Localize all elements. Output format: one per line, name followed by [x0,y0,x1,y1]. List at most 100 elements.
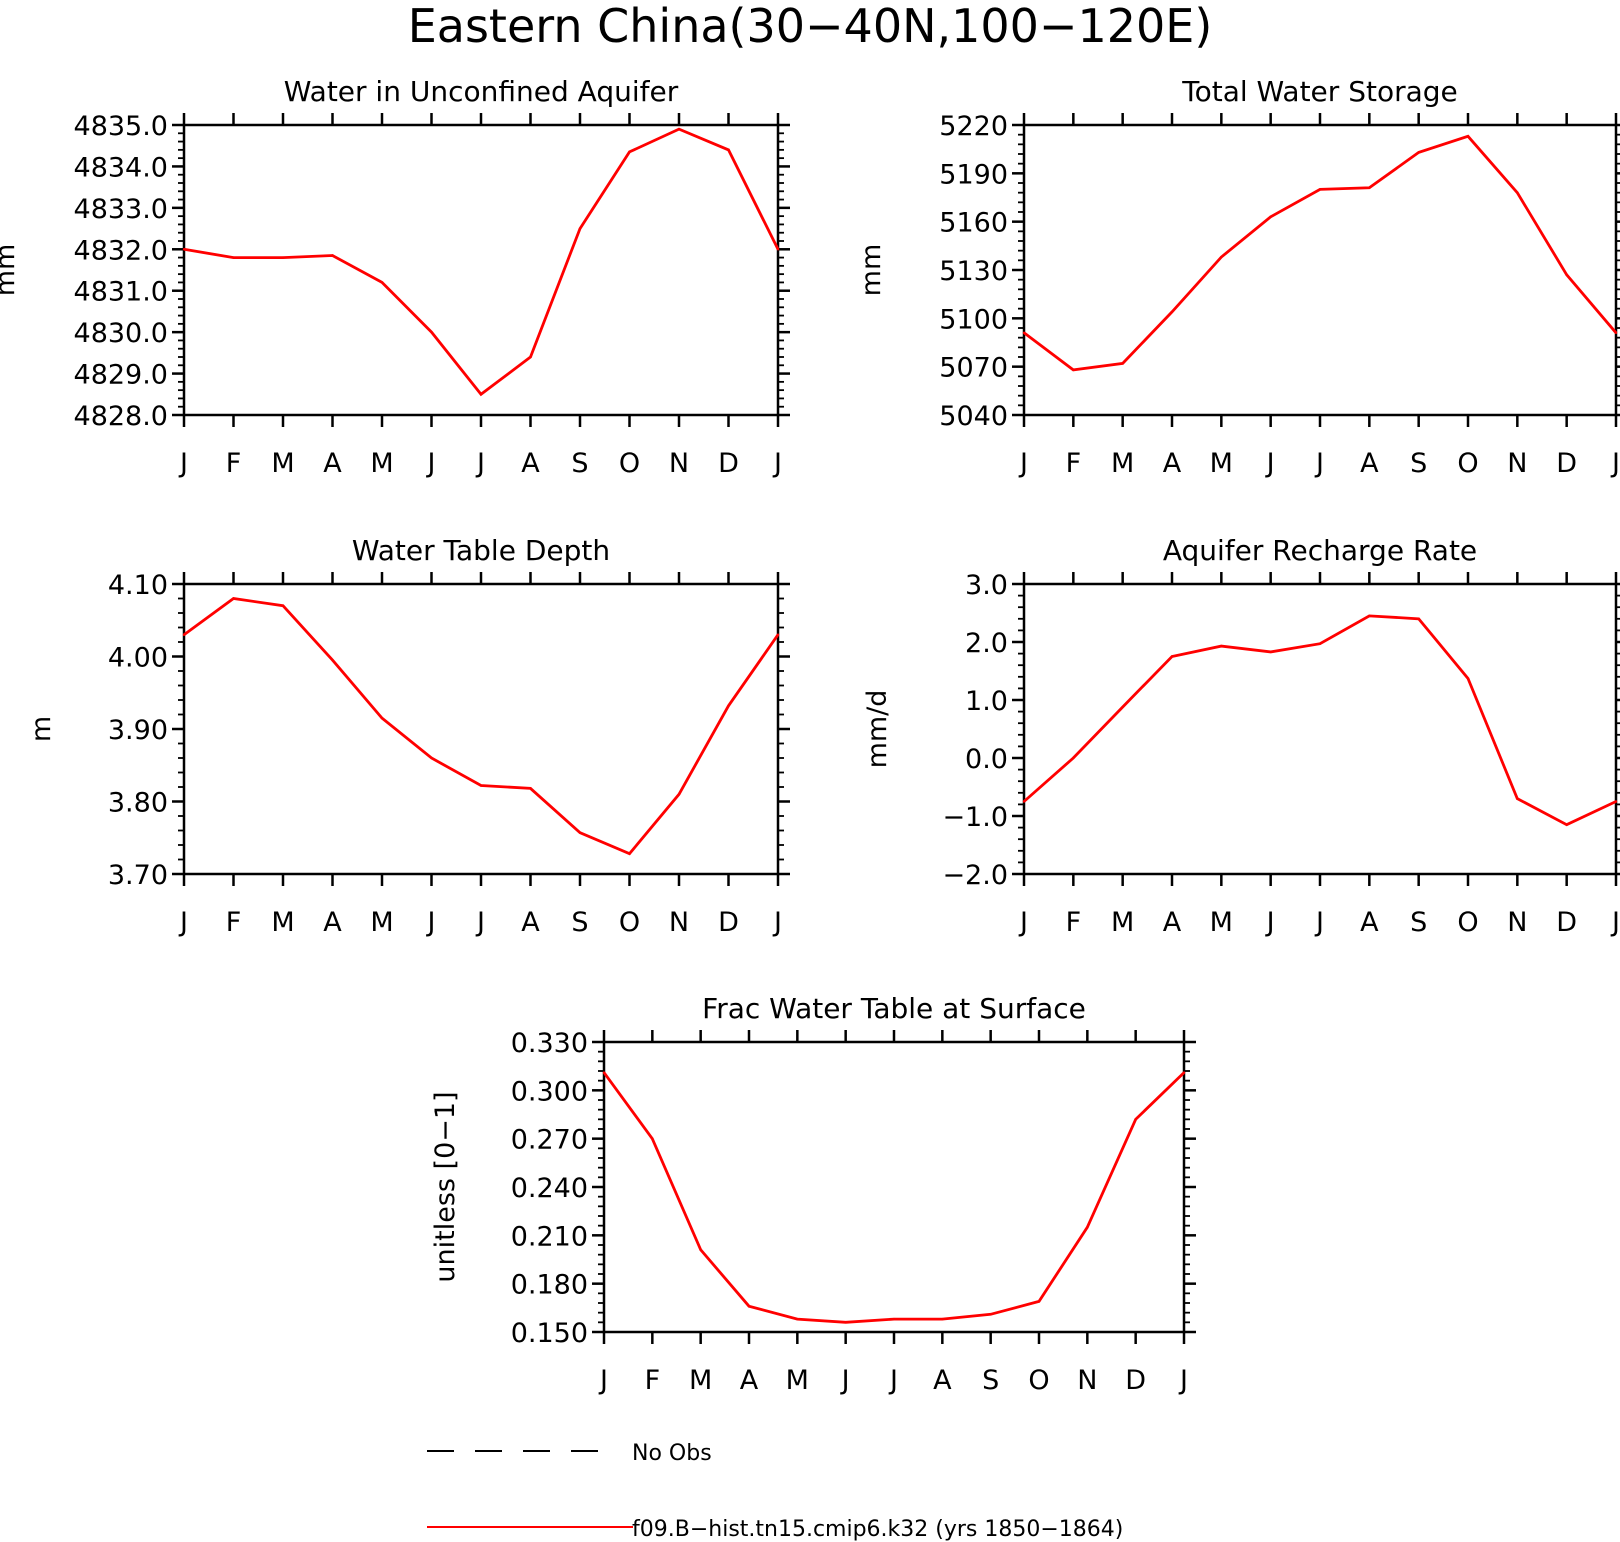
x-tick-label: F [1066,907,1082,938]
data-point [1417,617,1420,620]
x-tick-label: J [772,907,782,938]
data-point [1072,368,1075,372]
data-point [1269,650,1272,654]
x-tick-label: J [1610,907,1620,938]
y-tick-label: 5190 [939,159,1008,190]
x-tick-label: N [669,448,689,479]
data-point [1220,255,1223,259]
data-point [479,784,483,787]
x-tick-label: J [1018,907,1028,938]
series-line [1023,134,1618,372]
y-tick-label: 4834.0 [74,152,168,183]
y-tick-label: 0.330 [511,1028,588,1059]
data-point [1466,677,1470,680]
data-point [1466,135,1470,138]
x-tick-label: D [1556,448,1577,479]
x-tick-label: S [571,907,588,938]
data-point [844,1321,847,1324]
data-point [380,716,384,720]
data-point [776,248,780,251]
data-point [578,227,582,230]
y-tick-label: 5220 [939,111,1008,142]
data-point [1022,331,1026,335]
data-point [182,248,186,251]
data-point [1417,151,1420,154]
x-tick-label: F [226,907,242,938]
y-tick-label: 0.300 [511,1076,588,1107]
y-tick-label: 3.0 [965,570,1008,601]
y-tick-label: 0.150 [511,1318,588,1349]
series-line [1023,614,1617,827]
x-tick-label: S [571,448,588,479]
data-point [182,633,186,636]
x-tick-label: M [271,907,294,938]
y-tick-label: 0.240 [511,1173,588,1204]
y-tick-label: 5100 [939,304,1008,335]
legend: No Obs f09.B−hist.tn15.cmip6.k32 (yrs 18… [427,1441,1123,1542]
y-tick-label: 5040 [939,401,1008,432]
x-tick-label: N [1077,1365,1097,1396]
x-tick-label: O [619,448,640,479]
data-point [796,1317,799,1321]
y-tick-label: 5070 [939,353,1008,384]
data-point [989,1313,992,1316]
x-tick-label: D [718,907,739,938]
figure-title: Eastern China(30−40N,100−120E) [408,0,1213,53]
y-tick-label: 2.0 [965,628,1008,659]
x-tick-label: J [1314,448,1324,479]
y-tick-label: −1.0 [942,802,1008,833]
x-tick-label: J [1018,448,1028,479]
panel-title: Water in Unconfined Aquifer [284,75,679,108]
x-tick-label: A [740,1365,759,1396]
y-tick-label: −2.0 [942,860,1008,891]
y-axis-label: m [26,716,57,742]
y-tick-label: 4833.0 [74,194,168,225]
data-point [232,597,235,600]
y-tick-label: 4832.0 [74,235,168,266]
x-tick-label: J [426,907,436,938]
x-tick-label: M [1210,907,1233,938]
y-tick-label: 4829.0 [74,360,168,391]
data-point [1182,1071,1186,1074]
data-point [1072,756,1075,760]
data-point [1368,614,1371,618]
data-point [628,852,631,855]
data-point [727,148,730,152]
x-tick-label: A [323,448,342,479]
plot-frame [1022,123,1618,417]
series-line [183,127,780,397]
plot-frame [1022,582,1618,876]
y-axis-label: mm [0,244,21,297]
y-tick-label: 5160 [939,208,1008,239]
x-tick-label: J [840,1365,850,1396]
x-tick-label: J [888,1365,898,1396]
panel-title: Aquifer Recharge Rate [1163,534,1477,567]
x-tick-label: A [521,448,540,479]
data-point [1516,797,1519,800]
series-line [183,597,780,856]
data-point [430,330,433,334]
x-tick-label: A [323,907,342,938]
x-tick-label: A [521,907,540,938]
y-tick-label: 1.0 [965,686,1008,717]
x-tick-label: M [1111,907,1134,938]
data-point [651,1137,654,1140]
data-point [479,393,483,396]
data-point [1220,644,1223,648]
data-point [578,831,582,834]
y-tick-label: 0.270 [511,1125,588,1156]
series-line [602,1071,1185,1324]
y-tick-label: 3.90 [108,715,168,746]
x-tick-label: J [598,1365,608,1396]
legend-obs-label: No Obs [632,1441,712,1466]
data-point [747,1305,751,1308]
x-tick-label: J [178,907,188,938]
plot-frame [182,123,780,417]
data-point [941,1317,944,1321]
x-tick-label: M [786,1365,809,1396]
data-point [677,793,681,796]
data-point [1614,800,1618,803]
